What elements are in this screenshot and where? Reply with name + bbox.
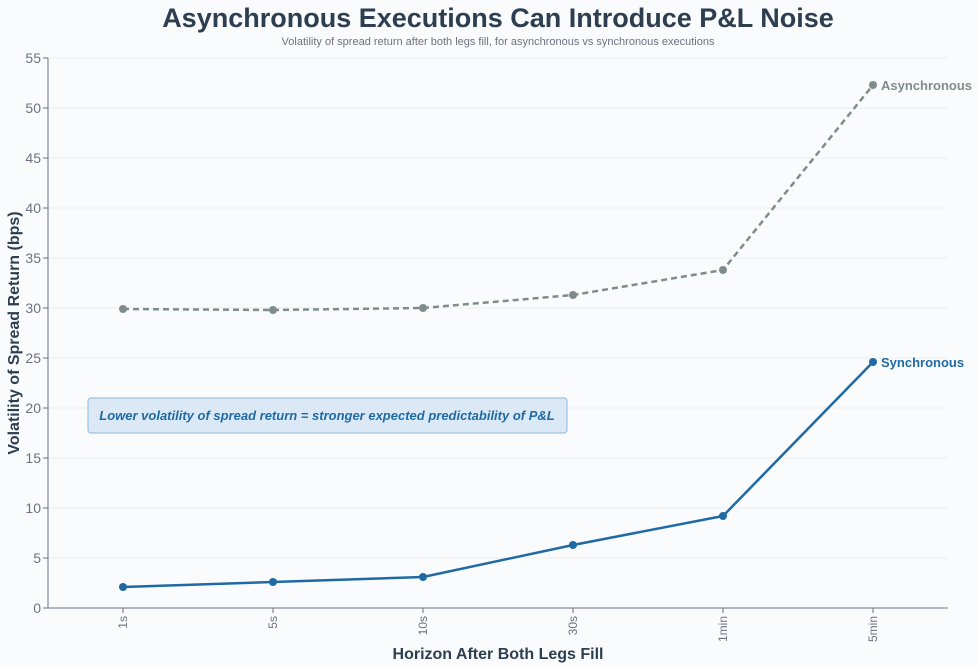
y-tick-label: 30 [25, 300, 41, 316]
y-tick-label: 10 [25, 500, 41, 516]
y-tick-label: 5 [33, 550, 41, 566]
y-tick-label: 55 [25, 50, 41, 66]
y-tick-label: 25 [25, 350, 41, 366]
data-point [869, 81, 877, 89]
x-tick-label: 10s [416, 616, 430, 635]
series-asynchronous: Asynchronous [119, 78, 972, 314]
y-tick-label: 15 [25, 450, 41, 466]
data-point [569, 541, 577, 549]
series-synchronous: Synchronous [119, 355, 964, 591]
data-point [419, 573, 427, 581]
chart-title: Asynchronous Executions Can Introduce P&… [162, 3, 834, 33]
x-axis-label: Horizon After Both Legs Fill [393, 646, 604, 663]
series-line [122, 361, 874, 589]
x-tick-label: 1min [716, 616, 730, 642]
x-tick-label: 1s [116, 616, 130, 629]
y-tick-label: 0 [33, 600, 41, 616]
x-tick-label: 5s [266, 616, 280, 629]
series-end-label: Synchronous [881, 355, 964, 370]
y-tick-label: 50 [25, 100, 41, 116]
y-axis-label: Volatility of Spread Return (bps) [6, 211, 23, 454]
y-tick-label: 45 [25, 150, 41, 166]
y-tick-label: 35 [25, 250, 41, 266]
y-axis: 0 5 10 15 20 25 30 35 40 45 50 55 [25, 50, 49, 616]
data-point [869, 358, 877, 366]
data-point [719, 266, 727, 274]
data-point [269, 306, 277, 314]
data-point [419, 304, 427, 312]
series-layer: Asynchronous Synchronous [119, 78, 972, 591]
x-tick-label: 5min [866, 616, 880, 642]
series-end-label: Asynchronous [881, 78, 972, 93]
series-line [122, 84, 874, 312]
data-point [119, 305, 127, 313]
data-point [719, 512, 727, 520]
x-axis: 1s 5s 10s 30s 1min 5min [48, 607, 948, 642]
y-tick-label: 40 [25, 200, 41, 216]
annotation-text: Lower volatility of spread return = stro… [99, 408, 555, 423]
grid-layer [48, 57, 948, 609]
y-tick-label: 20 [25, 400, 41, 416]
x-tick-label: 30s [566, 616, 580, 635]
annotation: Lower volatility of spread return = stro… [87, 397, 568, 434]
data-point [269, 578, 277, 586]
data-point [569, 291, 577, 299]
data-point [119, 583, 127, 591]
annotation-box [87, 397, 568, 434]
chart-subtitle: Volatility of spread return after both l… [282, 36, 715, 48]
